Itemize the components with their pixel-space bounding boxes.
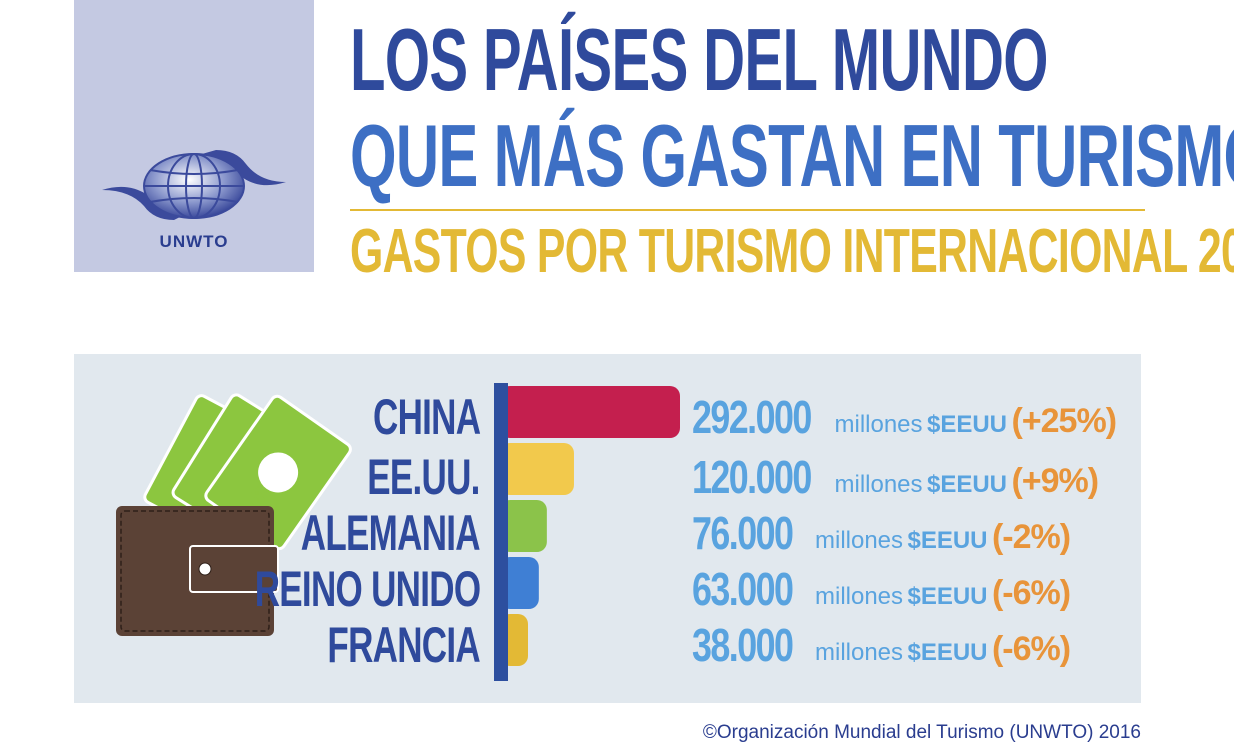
- unit-label: millones: [834, 471, 923, 498]
- value-row: 292.000 millones $EEUU (+25%): [692, 391, 1117, 443]
- wallet-icon: [116, 506, 279, 636]
- currency-label: $EEUU: [926, 471, 1008, 498]
- chart-axis: [494, 383, 508, 681]
- change-label: (+25%): [1011, 402, 1117, 440]
- change-label: (-6%): [991, 574, 1071, 612]
- bar-3: [500, 557, 539, 609]
- value-label: 38.000: [692, 619, 794, 671]
- value-label: 76.000: [692, 507, 794, 559]
- bar-1: [500, 443, 574, 495]
- category-label: ALEMANIA: [300, 505, 481, 561]
- value-label: 120.000: [692, 451, 812, 503]
- logo-text: UNWTO: [159, 232, 229, 251]
- unit-label: millones: [815, 527, 904, 554]
- unit-label: millones: [815, 583, 904, 610]
- unwto-logo: UNWTO: [74, 0, 314, 272]
- change-label: (-2%): [991, 518, 1071, 556]
- category-label: REINO UNIDO: [254, 561, 480, 617]
- value-label: 63.000: [692, 563, 794, 615]
- category-label: FRANCIA: [327, 617, 480, 673]
- currency-label: $EEUU: [907, 583, 988, 610]
- unit-label: millones: [834, 411, 923, 438]
- globe-logo-icon: [102, 150, 286, 220]
- change-label: (-6%): [991, 630, 1071, 668]
- value-row: 38.000 millones $EEUU (-6%): [692, 619, 1071, 671]
- dollar-icon: $: [251, 482, 266, 512]
- value-row: 76.000 millones $EEUU (-2%): [692, 507, 1071, 559]
- footer-copyright: ©Organización Mundial del Turismo (UNWTO…: [702, 722, 1141, 743]
- value-row: 120.000 millones $EEUU (+9%): [692, 451, 1099, 503]
- title-divider: [350, 209, 1145, 211]
- page-title-line1: LOS PAÍSES DEL MUNDO: [350, 10, 1048, 109]
- currency-label: $EEUU: [926, 411, 1008, 438]
- page-subtitle: GASTOS POR TURISMO INTERNACIONAL 2015: [350, 217, 1234, 286]
- currency-label: $EEUU: [907, 639, 988, 666]
- category-label: EE.UU.: [367, 449, 481, 505]
- value-row: 63.000 millones $EEUU (-6%): [692, 563, 1071, 615]
- unit-label: millones: [815, 639, 904, 666]
- page-title-line2: QUE MÁS GASTAN EN TURISMO: [350, 106, 1234, 205]
- bar-0: [500, 386, 680, 438]
- change-label: (+9%): [1011, 462, 1099, 500]
- bar-2: [500, 500, 547, 552]
- value-label: 292.000: [692, 391, 812, 443]
- currency-label: $EEUU: [907, 527, 988, 554]
- category-label: CHINA: [372, 389, 481, 445]
